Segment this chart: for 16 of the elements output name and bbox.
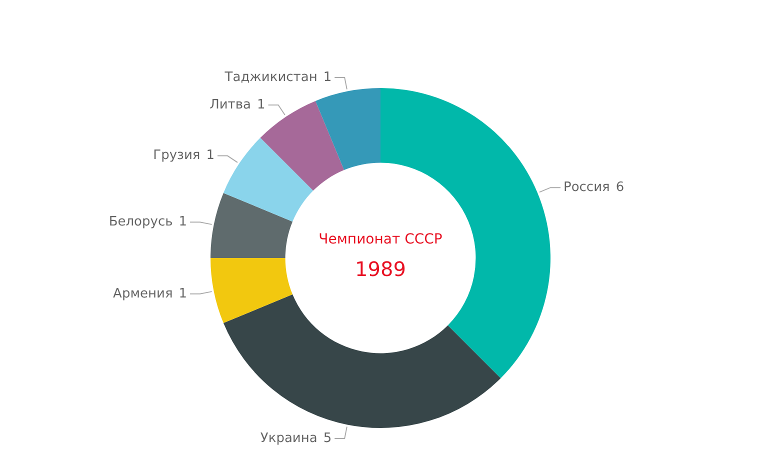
slice-label: Белорусь	[108, 214, 173, 230]
text: 1989	[355, 257, 406, 282]
data-label: 1	[323, 70, 332, 85]
data-label: 6	[616, 180, 624, 195]
slice-label: Россия	[563, 180, 610, 195]
data-label: 1	[257, 97, 266, 112]
data-label: 1	[178, 286, 188, 302]
data-label: 5	[323, 430, 332, 446]
slice-label: Таджикистан	[224, 70, 318, 85]
slice-label: Армения	[113, 286, 173, 302]
data-label: 1	[178, 214, 188, 230]
data-label: 1	[206, 148, 215, 164]
slice-label: Грузия	[153, 148, 200, 164]
slice-label: Литва	[210, 97, 252, 112]
text: Чемпионат СССР	[318, 232, 442, 248]
slice-label: Украина	[260, 430, 318, 446]
